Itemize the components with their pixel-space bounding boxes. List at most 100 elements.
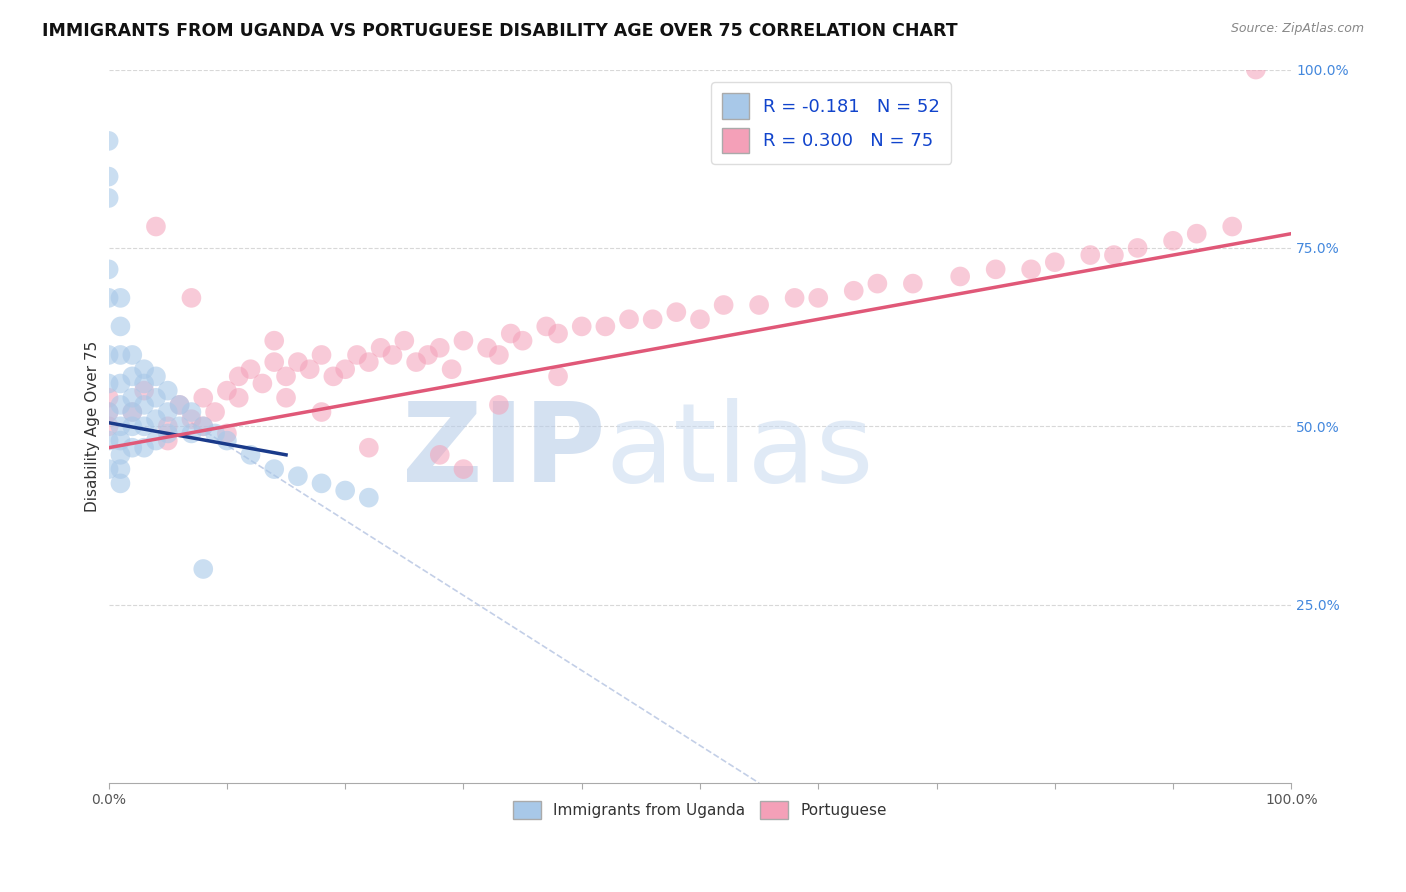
Point bbox=[215, 426, 238, 441]
Point bbox=[97, 434, 120, 448]
Point bbox=[97, 191, 120, 205]
Point bbox=[97, 405, 120, 419]
Point bbox=[145, 369, 167, 384]
Point bbox=[1078, 248, 1101, 262]
Point bbox=[110, 291, 132, 305]
Point bbox=[405, 355, 427, 369]
Point bbox=[488, 398, 510, 412]
Point bbox=[1126, 241, 1149, 255]
Point bbox=[132, 419, 155, 434]
Point bbox=[132, 384, 155, 398]
Point bbox=[110, 462, 132, 476]
Point bbox=[274, 369, 297, 384]
Point bbox=[110, 419, 132, 434]
Point bbox=[110, 319, 132, 334]
Point bbox=[287, 355, 309, 369]
Point bbox=[169, 398, 191, 412]
Point bbox=[180, 405, 202, 419]
Point bbox=[311, 405, 333, 419]
Point bbox=[204, 426, 226, 441]
Point bbox=[110, 434, 132, 448]
Point bbox=[239, 362, 262, 376]
Point bbox=[121, 419, 143, 434]
Point bbox=[110, 476, 132, 491]
Point bbox=[394, 334, 416, 348]
Point bbox=[783, 291, 806, 305]
Point bbox=[97, 262, 120, 277]
Point bbox=[145, 412, 167, 426]
Point bbox=[357, 441, 380, 455]
Point bbox=[1043, 255, 1066, 269]
Point bbox=[866, 277, 889, 291]
Point bbox=[453, 462, 475, 476]
Point bbox=[263, 355, 285, 369]
Point bbox=[97, 405, 120, 419]
Legend: Immigrants from Uganda, Portuguese: Immigrants from Uganda, Portuguese bbox=[508, 795, 893, 825]
Point bbox=[193, 562, 215, 576]
Point bbox=[357, 491, 380, 505]
Point bbox=[595, 319, 617, 334]
Point bbox=[239, 448, 262, 462]
Point bbox=[748, 298, 770, 312]
Point bbox=[97, 419, 120, 434]
Point bbox=[547, 369, 569, 384]
Point bbox=[121, 369, 143, 384]
Point bbox=[311, 476, 333, 491]
Point bbox=[121, 348, 143, 362]
Point bbox=[842, 284, 865, 298]
Point bbox=[1102, 248, 1125, 262]
Point bbox=[453, 334, 475, 348]
Point bbox=[132, 398, 155, 412]
Point bbox=[193, 419, 215, 434]
Point bbox=[357, 355, 380, 369]
Point bbox=[287, 469, 309, 483]
Point bbox=[641, 312, 664, 326]
Point bbox=[311, 348, 333, 362]
Point bbox=[1019, 262, 1042, 277]
Point bbox=[1220, 219, 1243, 234]
Point bbox=[252, 376, 274, 391]
Point bbox=[132, 376, 155, 391]
Point bbox=[156, 405, 179, 419]
Point bbox=[488, 348, 510, 362]
Point bbox=[193, 419, 215, 434]
Point bbox=[984, 262, 1007, 277]
Point bbox=[901, 277, 924, 291]
Point bbox=[145, 391, 167, 405]
Point bbox=[1185, 227, 1208, 241]
Point bbox=[499, 326, 522, 341]
Point bbox=[97, 169, 120, 184]
Point bbox=[346, 348, 368, 362]
Point bbox=[145, 434, 167, 448]
Point bbox=[204, 405, 226, 419]
Point bbox=[949, 269, 972, 284]
Point bbox=[335, 483, 357, 498]
Point bbox=[180, 291, 202, 305]
Point bbox=[110, 348, 132, 362]
Point bbox=[97, 134, 120, 148]
Point bbox=[263, 462, 285, 476]
Point bbox=[180, 426, 202, 441]
Point bbox=[193, 391, 215, 405]
Point bbox=[713, 298, 735, 312]
Point bbox=[571, 319, 593, 334]
Point bbox=[475, 341, 498, 355]
Point bbox=[322, 369, 344, 384]
Point bbox=[132, 441, 155, 455]
Point bbox=[97, 291, 120, 305]
Point bbox=[1244, 62, 1267, 77]
Point bbox=[110, 448, 132, 462]
Point bbox=[132, 362, 155, 376]
Point bbox=[110, 376, 132, 391]
Point bbox=[228, 391, 250, 405]
Point bbox=[1161, 234, 1184, 248]
Point bbox=[97, 462, 120, 476]
Point bbox=[156, 434, 179, 448]
Point bbox=[263, 334, 285, 348]
Point bbox=[121, 441, 143, 455]
Point bbox=[110, 398, 132, 412]
Point bbox=[97, 391, 120, 405]
Point bbox=[298, 362, 321, 376]
Point bbox=[370, 341, 392, 355]
Point bbox=[228, 369, 250, 384]
